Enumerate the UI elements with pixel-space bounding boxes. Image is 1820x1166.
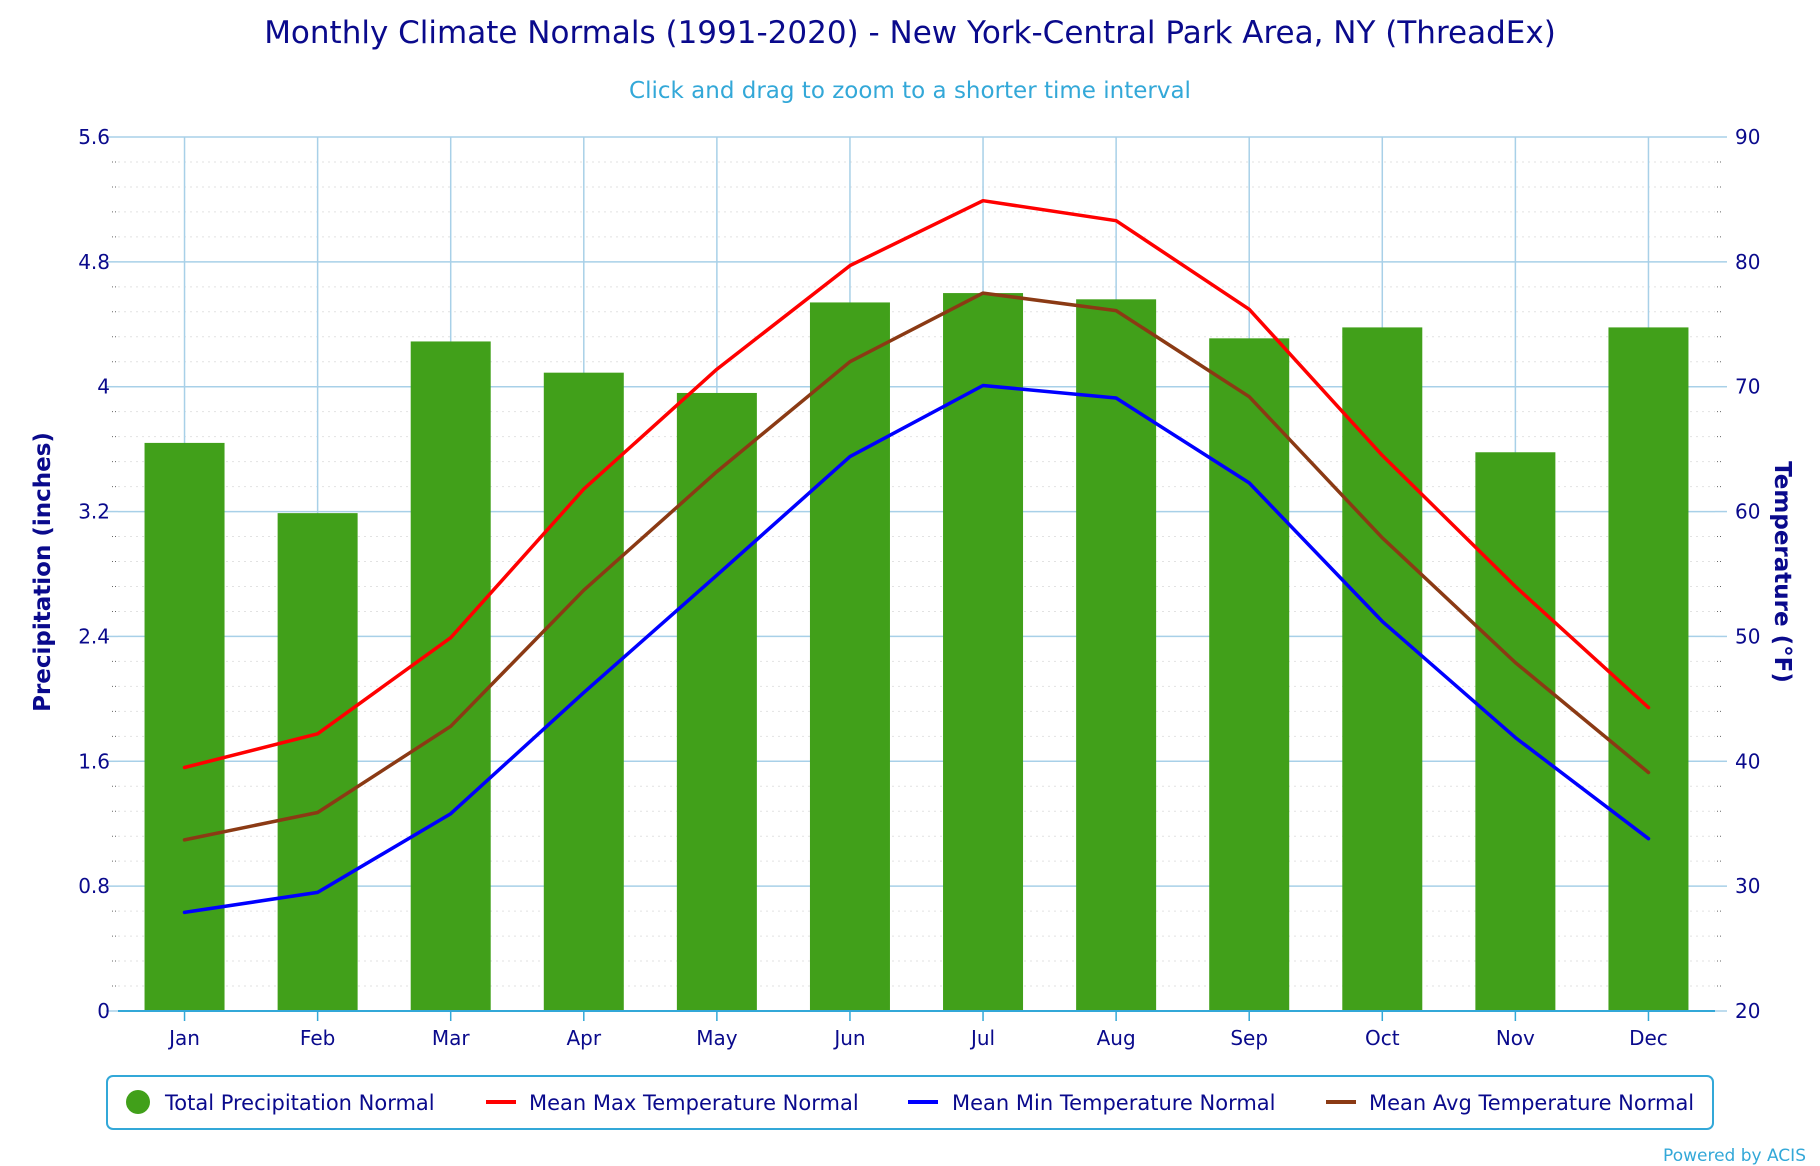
bar-precipitation-aug xyxy=(1076,299,1157,1011)
legend-precipitation-label: Total Precipitation Normal xyxy=(164,1091,435,1115)
x-tick-label-dec: Dec xyxy=(1629,1026,1668,1050)
right-tick-label: 90 xyxy=(1735,125,1760,149)
bar-precipitation-nov xyxy=(1475,452,1556,1011)
powered-by-credit[interactable]: Powered by ACIS xyxy=(1663,1146,1806,1166)
legend-precipitation-swatch xyxy=(126,1090,150,1114)
legend-item-precipitation[interactable]: Total Precipitation Normal xyxy=(126,1090,435,1115)
legend-item-max-temp[interactable]: Mean Max Temperature Normal xyxy=(486,1091,859,1115)
left-tick-label: 2.4 xyxy=(78,624,110,648)
bar-precipitation-jan xyxy=(144,442,225,1011)
right-tick-label: 70 xyxy=(1735,375,1760,399)
x-tick-label-jun: Jun xyxy=(832,1026,865,1050)
bar-precipitation-may xyxy=(676,392,757,1011)
x-tick-label-feb: Feb xyxy=(300,1026,335,1050)
bar-precipitation-feb xyxy=(277,513,358,1011)
legend-item-avg-temp[interactable]: Mean Avg Temperature Normal xyxy=(1326,1091,1694,1115)
bar-precipitation-oct xyxy=(1342,327,1423,1012)
right-tick-label: 80 xyxy=(1735,250,1760,274)
bar-precipitation-jul xyxy=(943,293,1024,1012)
line-avg-temp xyxy=(182,291,1651,842)
x-tick-label-oct: Oct xyxy=(1365,1026,1400,1050)
legend-min-temp-label: Mean Min Temperature Normal xyxy=(952,1091,1276,1115)
line-min-temp xyxy=(182,383,1651,915)
left-tick-label: 4.8 xyxy=(78,250,110,274)
left-tick-label: 0.8 xyxy=(78,874,110,898)
left-tick-label: 5.6 xyxy=(78,125,110,149)
x-tick-label-jul: Jul xyxy=(969,1026,995,1050)
precipitation-bars xyxy=(144,293,1689,1012)
line-max-temp xyxy=(182,198,1651,770)
left-tick-label: 1.6 xyxy=(78,749,110,773)
left-tick-label: 0 xyxy=(97,999,110,1023)
axes: 0 0.8 1.6 2.4 3.2 4 4.8 5.6 20 30 40 50 60 70 80 90 Jan F… xyxy=(78,125,1760,1050)
x-tick-label-sep: Sep xyxy=(1230,1026,1268,1050)
right-axis-title: Temperature (°F) xyxy=(1769,461,1795,683)
x-tick-label-may: May xyxy=(696,1026,738,1050)
chart-title: Monthly Climate Normals (1991-2020) - Ne… xyxy=(264,15,1556,51)
left-tick-label: 4 xyxy=(97,375,110,399)
chart-subtitle: Click and drag to zoom to a shorter time… xyxy=(629,78,1191,104)
legend-item-min-temp[interactable]: Mean Min Temperature Normal xyxy=(908,1091,1276,1115)
right-tick-label: 60 xyxy=(1735,500,1760,524)
legend: Total Precipitation Normal Mean Max Temp… xyxy=(106,1075,1714,1130)
x-tick-label-jan: Jan xyxy=(167,1026,200,1050)
x-tick-label-aug: Aug xyxy=(1097,1026,1136,1050)
bar-precipitation-sep xyxy=(1209,338,1290,1011)
legend-avg-temp-label: Mean Avg Temperature Normal xyxy=(1369,1091,1694,1115)
bar-precipitation-dec xyxy=(1608,327,1689,1012)
bar-precipitation-jun xyxy=(809,302,890,1012)
x-tick-label-nov: Nov xyxy=(1496,1026,1535,1050)
x-tick-label-apr: Apr xyxy=(566,1026,601,1050)
left-tick-label: 3.2 xyxy=(78,500,110,524)
right-tick-label: 30 xyxy=(1735,874,1760,898)
legend-max-temp-label: Mean Max Temperature Normal xyxy=(529,1091,859,1115)
right-tick-label: 20 xyxy=(1735,999,1760,1023)
left-axis-title: Precipitation (inches) xyxy=(30,432,56,712)
bar-precipitation-mar xyxy=(410,341,491,1011)
temperature-lines xyxy=(182,198,1651,915)
right-tick-label: 50 xyxy=(1735,624,1760,648)
x-tick-label-mar: Mar xyxy=(432,1026,471,1050)
right-tick-label: 40 xyxy=(1735,749,1760,773)
